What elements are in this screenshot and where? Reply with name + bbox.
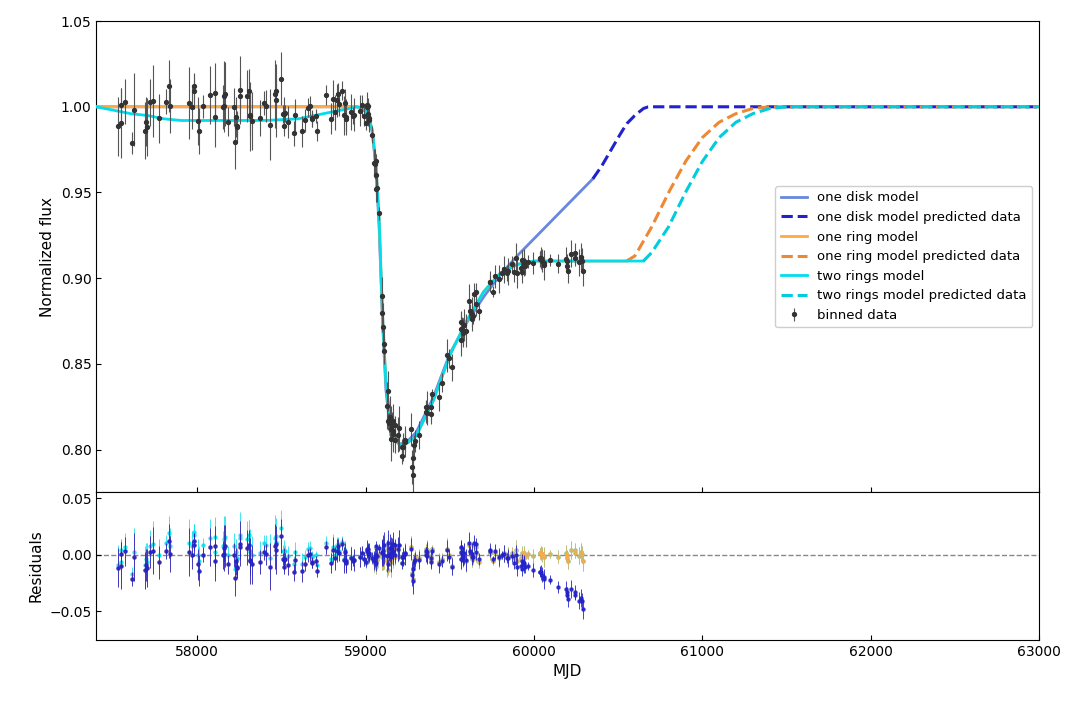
two rings model <box>90 103 103 111</box>
one ring model predicted data <box>969 103 982 111</box>
one ring model predicted data <box>620 257 633 265</box>
two rings model <box>456 325 469 334</box>
one ring model predicted data <box>865 103 878 111</box>
one ring model predicted data <box>995 103 1008 111</box>
one disk model predicted data <box>588 172 601 181</box>
one ring model <box>90 103 103 111</box>
two rings model <box>502 264 515 273</box>
one ring model <box>345 103 358 111</box>
one ring model <box>394 440 407 449</box>
one ring model predicted data <box>874 103 887 111</box>
Line: one disk model predicted data: one disk model predicted data <box>593 107 1039 179</box>
one disk model predicted data <box>587 174 600 183</box>
one disk model predicted data <box>854 103 866 111</box>
one disk model predicted data <box>964 103 977 111</box>
two rings model predicted data <box>997 103 1010 111</box>
one disk model predicted data <box>1032 103 1045 111</box>
two rings model predicted data <box>874 103 887 111</box>
two rings model predicted data <box>873 103 886 111</box>
two rings model predicted data <box>880 103 893 111</box>
X-axis label: MJD: MJD <box>553 664 583 679</box>
one disk model <box>498 266 511 274</box>
Line: one disk model: one disk model <box>96 107 593 444</box>
one disk model <box>90 103 103 111</box>
one disk model predicted data <box>861 103 874 111</box>
Y-axis label: Normalized flux: Normalized flux <box>41 197 56 317</box>
Legend: one disk model, one disk model predicted data, one ring model, one ring model pr: one disk model, one disk model predicted… <box>775 186 1032 328</box>
one ring model predicted data <box>764 103 776 111</box>
one ring model predicted data <box>621 256 634 264</box>
two rings model <box>413 425 426 433</box>
one ring model <box>620 257 633 265</box>
two rings model predicted data <box>637 257 650 265</box>
Line: one ring model predicted data: one ring model predicted data <box>627 107 1039 261</box>
one disk model <box>386 432 398 441</box>
one ring model predicted data <box>866 103 879 111</box>
two rings model <box>230 116 243 124</box>
one disk model <box>575 186 588 194</box>
one ring model <box>608 257 621 265</box>
one disk model predicted data <box>851 103 864 111</box>
Line: two rings model: two rings model <box>96 107 644 444</box>
one disk model predicted data <box>992 103 1005 111</box>
one disk model <box>393 440 406 449</box>
one disk model <box>359 107 372 115</box>
one ring model <box>342 103 355 111</box>
one disk model predicted data <box>643 103 655 111</box>
Line: one ring model: one ring model <box>96 107 627 444</box>
two rings model predicted data <box>638 255 651 264</box>
Y-axis label: Residuals: Residuals <box>29 529 44 602</box>
Line: two rings model predicted data: two rings model predicted data <box>644 107 1039 261</box>
two rings model <box>186 116 199 124</box>
two rings model <box>393 440 406 449</box>
one ring model <box>377 326 390 335</box>
two rings model predicted data <box>1032 103 1045 111</box>
one ring model predicted data <box>1032 103 1045 111</box>
one disk model <box>587 174 600 183</box>
one disk model <box>326 103 338 111</box>
one ring model <box>526 257 539 266</box>
two rings model predicted data <box>971 103 984 111</box>
one disk model <box>329 103 342 111</box>
one ring model <box>407 434 420 443</box>
two rings model predicted data <box>781 103 794 111</box>
two rings model <box>637 257 650 265</box>
two rings model <box>337 105 350 114</box>
